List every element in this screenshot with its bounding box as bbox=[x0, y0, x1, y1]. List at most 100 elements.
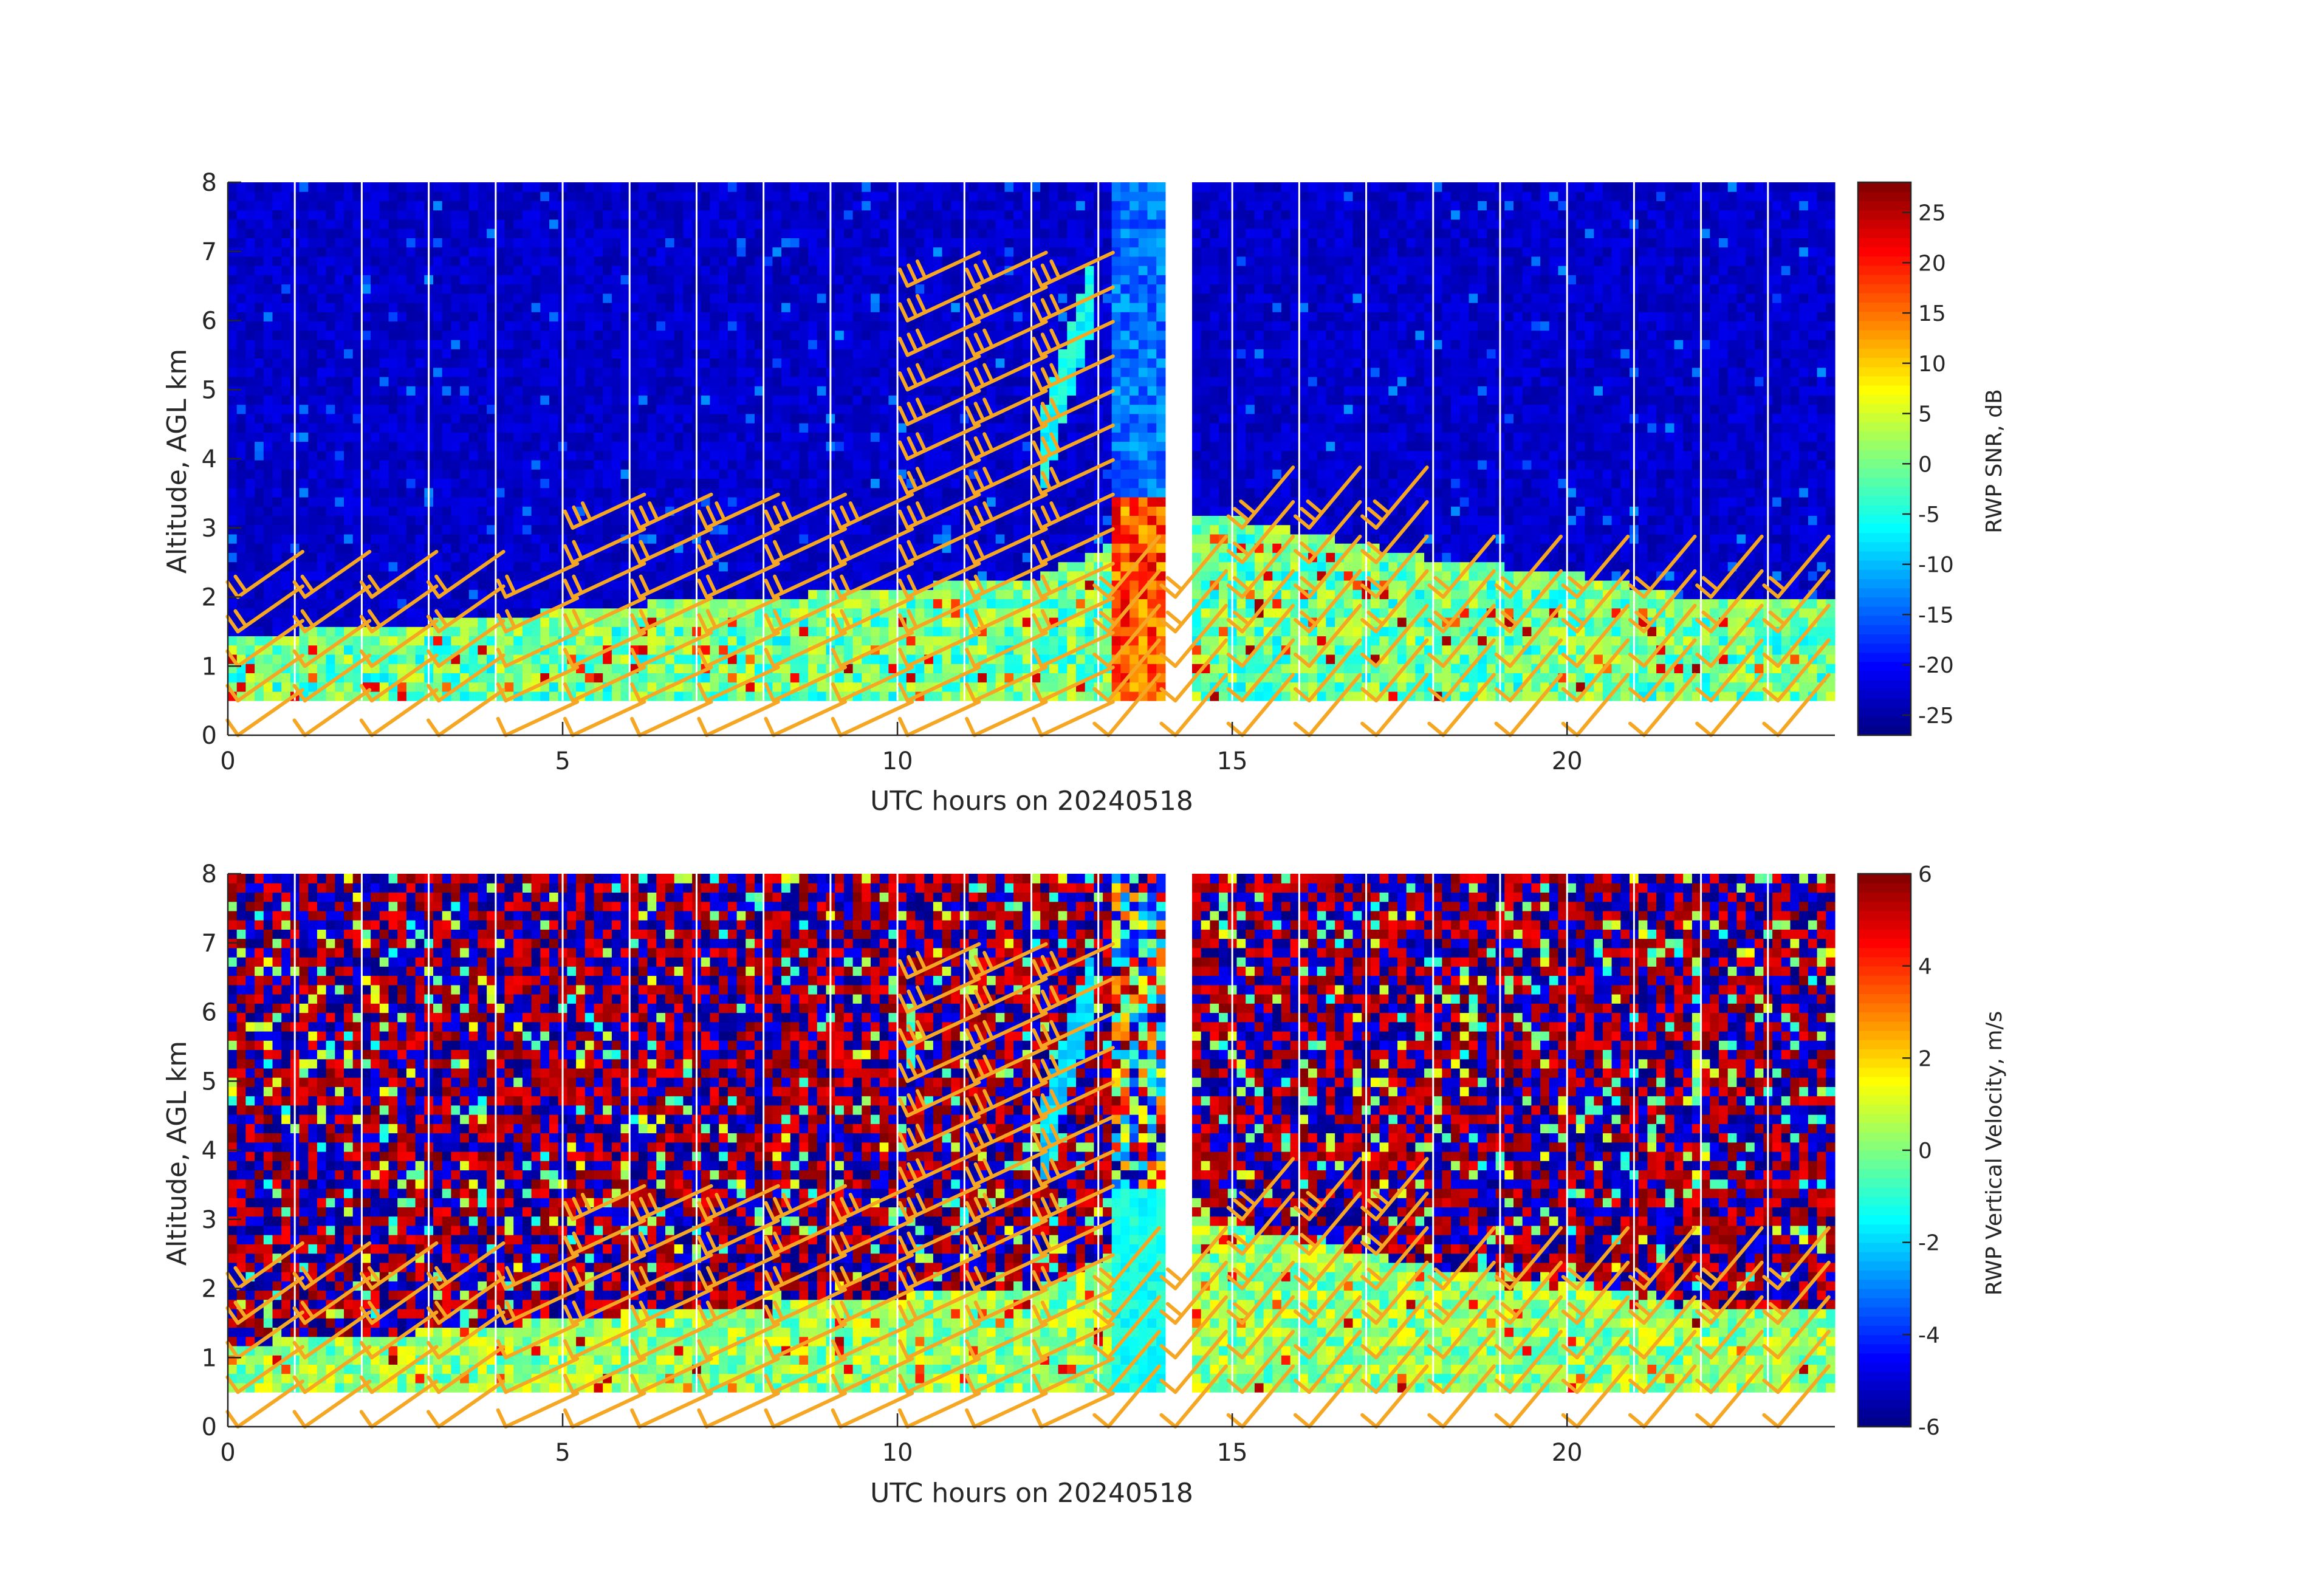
heatmap-cell bbox=[727, 673, 738, 683]
heatmap-cell bbox=[433, 219, 443, 229]
heatmap-cell bbox=[308, 423, 318, 433]
heatmap-cell bbox=[665, 182, 675, 192]
heatmap-cell bbox=[433, 349, 443, 358]
heatmap-cell bbox=[540, 636, 550, 646]
heatmap-cell bbox=[567, 469, 577, 479]
heatmap-cell bbox=[549, 247, 559, 257]
heatmap-cell bbox=[531, 478, 541, 489]
heatmap-cell bbox=[817, 580, 827, 590]
heatmap-cell bbox=[611, 358, 622, 368]
heatmap-cell bbox=[468, 303, 479, 312]
heatmap-cell bbox=[674, 228, 684, 238]
heatmap-cell bbox=[987, 182, 996, 192]
heatmap-cell bbox=[603, 691, 612, 701]
heatmap-cell bbox=[468, 358, 479, 368]
heatmap-cell bbox=[281, 201, 291, 211]
heatmap-cell bbox=[611, 469, 622, 479]
heatmap-cell bbox=[362, 636, 371, 646]
heatmap-cell bbox=[719, 219, 728, 229]
heatmap-cell bbox=[862, 664, 871, 673]
heatmap-cell bbox=[531, 460, 541, 470]
heatmap-cell bbox=[371, 228, 380, 238]
heatmap-cell bbox=[611, 664, 622, 673]
heatmap-cell bbox=[362, 238, 371, 248]
heatmap-cell bbox=[415, 506, 425, 516]
heatmap-cell bbox=[611, 303, 622, 312]
heatmap-cell bbox=[594, 219, 603, 229]
heatmap-cell bbox=[727, 367, 738, 377]
heatmap-cell bbox=[344, 654, 354, 664]
heatmap-cell bbox=[995, 293, 1005, 303]
heatmap-cell bbox=[522, 219, 532, 229]
heatmap-cell bbox=[317, 303, 327, 312]
heatmap-cell bbox=[460, 284, 470, 294]
heatmap-cell bbox=[228, 293, 238, 303]
heatmap-cell bbox=[701, 219, 711, 229]
heatmap-cell bbox=[862, 247, 871, 257]
heatmap-cell bbox=[487, 293, 496, 303]
heatmap-cell bbox=[326, 469, 335, 479]
heatmap-cell bbox=[843, 238, 854, 248]
heatmap-cell bbox=[388, 312, 398, 322]
heatmap-cell bbox=[674, 664, 684, 673]
heatmap-cell bbox=[513, 376, 523, 386]
heatmap-cell bbox=[379, 524, 389, 535]
heatmap-cell bbox=[442, 293, 451, 303]
heatmap-cell bbox=[584, 321, 595, 331]
heatmap-cell bbox=[647, 182, 657, 192]
heatmap-cell bbox=[406, 441, 416, 451]
heatmap-cell bbox=[415, 524, 425, 535]
heatmap-cell bbox=[397, 478, 407, 489]
heatmap-cell bbox=[371, 284, 380, 294]
heatmap-cell bbox=[388, 552, 398, 563]
heatmap-cell bbox=[701, 312, 711, 322]
heatmap-cell bbox=[924, 256, 934, 266]
heatmap-cell bbox=[397, 497, 407, 507]
heatmap-cell bbox=[674, 349, 684, 358]
heatmap-cell bbox=[683, 275, 693, 285]
heatmap-cell bbox=[603, 367, 612, 377]
heatmap-cell bbox=[620, 275, 630, 285]
heatmap-cell bbox=[638, 256, 648, 266]
heatmap-cell bbox=[299, 293, 309, 303]
heatmap-cell bbox=[1004, 552, 1014, 563]
heatmap-cell bbox=[504, 561, 514, 572]
heatmap-cell bbox=[942, 413, 951, 424]
heatmap-cell bbox=[522, 201, 532, 211]
heatmap-cell bbox=[755, 543, 764, 553]
heatmap-cell bbox=[281, 423, 291, 433]
heatmap-cell bbox=[487, 330, 496, 340]
heatmap-cell bbox=[487, 238, 496, 248]
heatmap-cell bbox=[781, 228, 791, 238]
heatmap-cell bbox=[888, 191, 898, 201]
heatmap-cell bbox=[326, 293, 335, 303]
heatmap-cell bbox=[433, 413, 443, 424]
heatmap-cell bbox=[468, 312, 479, 322]
heatmap-cell bbox=[620, 321, 630, 331]
heatmap-cell bbox=[379, 673, 389, 683]
heatmap-cell bbox=[683, 487, 693, 498]
heatmap-cell bbox=[584, 571, 595, 581]
heatmap-cell bbox=[504, 303, 514, 312]
heatmap-cell bbox=[299, 367, 309, 377]
heatmap-cell bbox=[362, 219, 371, 229]
heatmap-cell bbox=[620, 450, 630, 461]
heatmap-cell bbox=[1004, 664, 1014, 673]
heatmap-cell bbox=[755, 441, 764, 451]
heatmap-cell bbox=[978, 682, 987, 692]
heatmap-cell bbox=[245, 256, 255, 266]
heatmap-cell bbox=[888, 256, 898, 266]
heatmap-cell bbox=[549, 284, 559, 294]
heatmap-cell bbox=[933, 256, 943, 266]
heatmap-cell bbox=[263, 256, 273, 266]
heatmap-cell bbox=[326, 376, 335, 386]
heatmap-cell bbox=[808, 515, 818, 526]
heatmap-cell bbox=[915, 238, 925, 248]
heatmap-cell bbox=[924, 626, 934, 637]
heatmap-cell bbox=[808, 487, 818, 498]
heatmap-cell bbox=[647, 469, 657, 479]
heatmap-cell bbox=[987, 228, 996, 238]
heatmap-cell bbox=[317, 247, 327, 257]
heatmap-cell bbox=[781, 256, 791, 266]
heatmap-cell bbox=[674, 404, 684, 414]
